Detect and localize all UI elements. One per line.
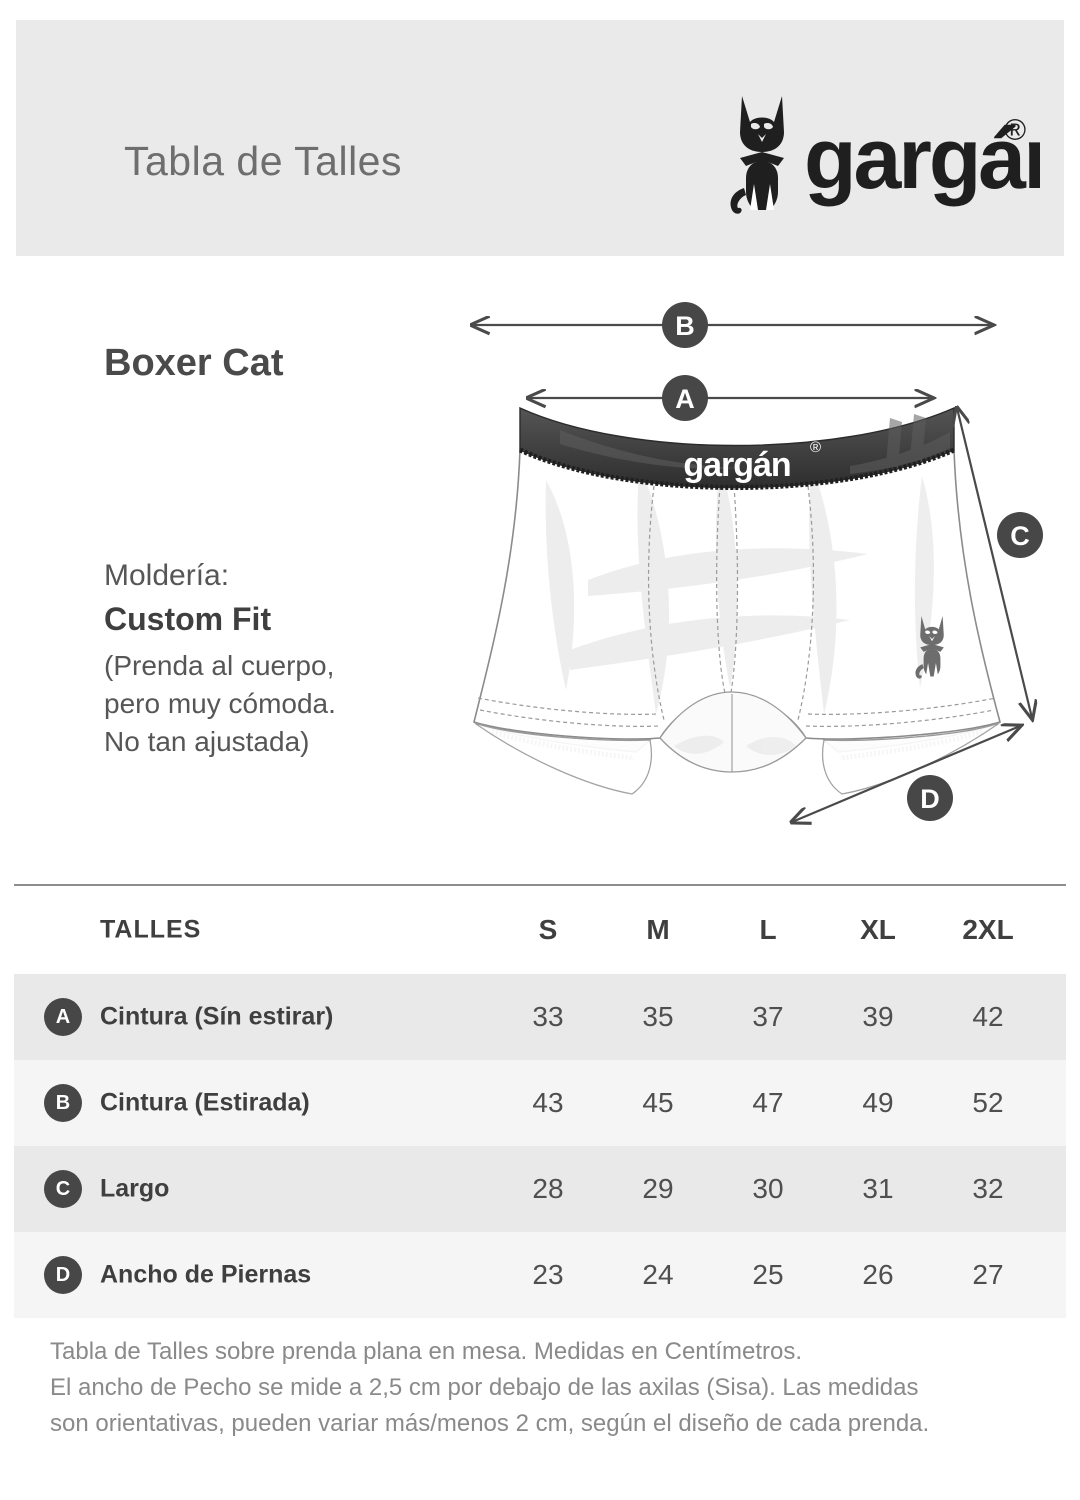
cat-logo-icon: [730, 96, 784, 214]
cell-d-xl: 26: [862, 1259, 894, 1290]
svg-text:C: C: [1010, 521, 1030, 551]
cell-b-l: 47: [752, 1087, 784, 1118]
row-badge-b: B: [44, 1084, 82, 1122]
cell-b-s: 43: [532, 1087, 564, 1118]
cell-d-2xl: 27: [972, 1259, 1004, 1290]
cell-c-s: 28: [532, 1173, 564, 1204]
waistband-trademark: ®: [810, 439, 821, 456]
fit-value: Custom Fit: [104, 601, 272, 637]
product-illustration: gargán ® B A: [420, 290, 1060, 870]
brand-logo-svg: gargán ®: [730, 96, 1076, 214]
row-badge-d: D: [44, 1256, 82, 1294]
table-row: C Largo 28 29 30 31 32: [14, 1146, 1066, 1232]
svg-text:B: B: [675, 311, 695, 341]
waistband: gargán ®: [518, 406, 956, 490]
cell-d-l: 25: [752, 1259, 784, 1290]
measure-arrow-b: B: [472, 302, 992, 348]
measure-arrow-a: A: [528, 375, 932, 421]
footer-note: Tabla de Talles sobre prenda plana en me…: [50, 1334, 1050, 1442]
cell-c-l: 30: [752, 1173, 784, 1204]
cell-a-l: 37: [752, 1001, 784, 1032]
cell-b-m: 45: [642, 1087, 674, 1118]
row-label-c: Largo: [100, 1174, 170, 1203]
brand-logo: gargán ®: [728, 92, 1076, 216]
cell-a-xl: 39: [862, 1001, 894, 1032]
svg-text:D: D: [920, 784, 940, 814]
marker-badge-c: [997, 512, 1043, 558]
footer-line: son orientativas, pueden variar más/meno…: [50, 1410, 930, 1437]
fit-note-line: No tan ajustada): [104, 726, 310, 757]
cell-c-2xl: 32: [972, 1173, 1004, 1204]
svg-text:A: A: [675, 384, 695, 414]
waistband-wordmark: gargán: [683, 446, 790, 484]
cell-b-2xl: 52: [972, 1087, 1004, 1118]
row-badge-c: C: [44, 1170, 82, 1208]
measure-arrow-d: D: [792, 726, 1020, 822]
header-band: Tabla de Talles gargán ®: [16, 20, 1076, 256]
table-row: A Cintura (Sín estirar) 33 35 37 39 42: [14, 974, 1066, 1060]
page-title: Tabla de Talles: [124, 138, 402, 184]
table-row: D Ancho de Piernas 23 24 25 26 27: [14, 1232, 1066, 1318]
cell-b-xl: 49: [862, 1087, 894, 1118]
column-header-m: M: [646, 914, 670, 945]
row-label-b: Cintura (Estirada): [100, 1088, 310, 1117]
cell-c-xl: 31: [862, 1173, 894, 1204]
cell-d-s: 23: [532, 1259, 564, 1290]
leg-cat-icon: [915, 616, 944, 679]
fit-note: (Prenda al cuerpo, pero muy cómoda. No t…: [104, 647, 464, 761]
table-top-divider: [14, 884, 1066, 886]
fit-label: Moldería:: [104, 559, 230, 592]
cell-a-m: 35: [642, 1001, 674, 1032]
cell-c-m: 29: [642, 1173, 674, 1204]
table-header-label: TALLES: [100, 915, 202, 944]
brand-trademark: ®: [1004, 114, 1026, 147]
boxer-diagram-svg: gargán ® B A: [420, 302, 1043, 870]
measure-arrow-c: C: [957, 408, 1043, 718]
fit-description: Moldería: Custom Fit (Prenda al cuerpo, …: [104, 555, 464, 761]
table-row: B Cintura (Estirada) 43 45 47 49 52: [14, 1060, 1066, 1146]
table-header-row: TALLES S M L XL 2XL: [14, 886, 1066, 974]
column-header-2xl: 2XL: [962, 914, 1014, 945]
marker-badge-a: [662, 375, 708, 421]
size-table: TALLES S M L XL 2XL A Cintura (Sín estir…: [14, 886, 1066, 1318]
column-header-l: L: [759, 914, 777, 945]
cell-d-m: 24: [642, 1259, 674, 1290]
marker-badge-b: [662, 302, 708, 348]
product-title: Boxer Cat: [104, 342, 284, 384]
footer-line: El ancho de Pecho se mide a 2,5 cm por d…: [50, 1374, 919, 1401]
column-header-xl: XL: [860, 914, 896, 945]
column-header-s: S: [538, 914, 558, 945]
cell-a-s: 33: [532, 1001, 564, 1032]
brand-wordmark: gargán: [804, 111, 1040, 207]
row-label-d: Ancho de Piernas: [100, 1260, 312, 1289]
marker-badge-d: [907, 775, 953, 821]
fit-note-line: pero muy cómoda.: [104, 688, 336, 719]
row-badge-a: A: [44, 998, 82, 1036]
row-label-a: Cintura (Sín estirar): [100, 1002, 334, 1031]
cell-a-2xl: 42: [972, 1001, 1004, 1032]
footer-line: Tabla de Talles sobre prenda plana en me…: [50, 1338, 803, 1365]
fit-note-line: (Prenda al cuerpo,: [104, 650, 335, 681]
